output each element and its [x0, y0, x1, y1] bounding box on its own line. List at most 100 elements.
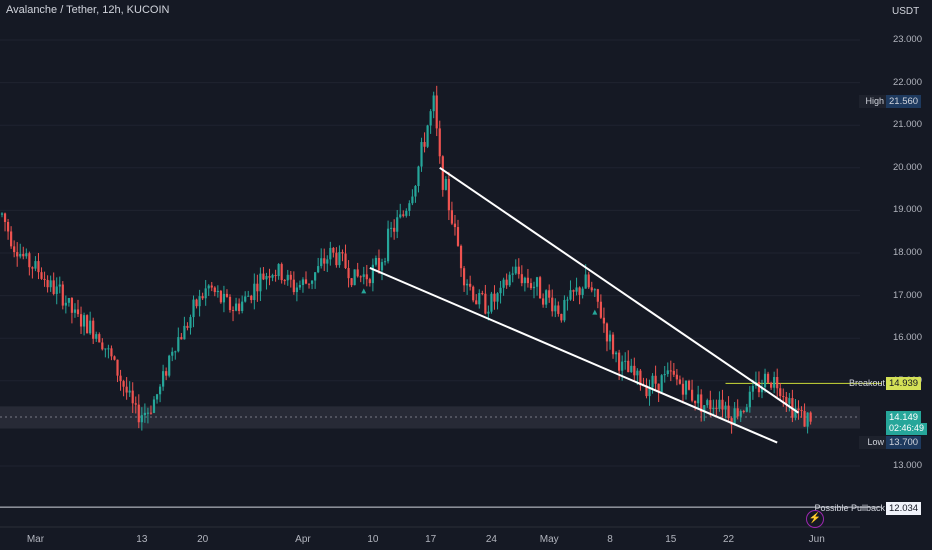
- candle-body: [365, 274, 368, 280]
- candle-body: [715, 407, 718, 409]
- candle-body: [426, 125, 429, 147]
- candle-body: [584, 274, 587, 289]
- candle-body: [286, 274, 289, 281]
- candle-body: [183, 325, 186, 340]
- pullback-label: Possible Pullback: [814, 503, 885, 513]
- candle-body: [231, 310, 235, 312]
- candle-body: [192, 299, 195, 318]
- candle-body: [429, 111, 432, 126]
- pullback-value: 12.034: [886, 502, 922, 515]
- candle-body: [186, 325, 189, 328]
- candle-body: [797, 408, 800, 410]
- candle-body: [411, 196, 414, 204]
- candle-body: [256, 283, 259, 292]
- candle-body: [773, 377, 776, 388]
- candle-body: [563, 300, 566, 321]
- candle-body: [803, 411, 806, 427]
- candle-body: [353, 269, 356, 286]
- candle-body: [785, 396, 788, 404]
- candle-body: [307, 283, 311, 285]
- candle-body: [435, 95, 438, 129]
- candle-body: [234, 303, 238, 311]
- candle-body: [508, 274, 511, 286]
- candle-body: [368, 279, 371, 284]
- candle-body: [383, 261, 387, 263]
- candle-body: [776, 377, 779, 389]
- candle-body: [724, 405, 727, 410]
- candle-body: [58, 284, 61, 287]
- candle-body: [155, 394, 159, 400]
- candle-body: [310, 280, 314, 284]
- candle-body: [569, 290, 572, 300]
- candle-body: [250, 295, 253, 301]
- candle-body: [64, 302, 67, 306]
- candle-body: [174, 351, 177, 353]
- candle-body: [277, 264, 280, 277]
- candle-body: [162, 371, 165, 387]
- candle-body: [289, 274, 292, 280]
- candle-body: [684, 380, 688, 395]
- candle-body: [116, 359, 119, 376]
- candle-body: [441, 156, 444, 190]
- price-tick-label: 13.000: [892, 460, 922, 471]
- currency-label: USDT: [892, 6, 920, 17]
- candle-body: [694, 400, 697, 404]
- candle-body: [165, 371, 168, 376]
- candle-body: [438, 128, 441, 157]
- candle-body: [110, 348, 113, 357]
- candle-body: [304, 279, 308, 284]
- candle-body: [654, 375, 657, 384]
- candle-body: [89, 320, 92, 334]
- candle-body: [630, 365, 633, 373]
- candle-body: [171, 351, 174, 356]
- candle-body: [98, 334, 101, 343]
- candle-body: [514, 266, 517, 274]
- candle-body: [10, 231, 13, 247]
- candle-body: [535, 277, 539, 287]
- time-tick-label: May: [539, 534, 559, 545]
- candle-body: [733, 408, 736, 425]
- trendline-lower[interactable]: [369, 266, 778, 444]
- candle-body: [371, 264, 374, 284]
- candle-body: [228, 296, 232, 311]
- high-value: 21.560: [886, 95, 922, 108]
- candle-body: [6, 221, 10, 232]
- candle-body: [809, 412, 812, 422]
- last-price-value: 14.149: [886, 411, 922, 423]
- candle-body: [660, 375, 663, 393]
- candle-body: [43, 278, 46, 280]
- price-tick-label: 16.000: [892, 332, 922, 344]
- candle-body: [22, 253, 25, 257]
- candle-body: [511, 273, 514, 275]
- candle-body: [718, 399, 721, 409]
- candle-body: [578, 287, 581, 295]
- trendline-upper[interactable]: [439, 166, 800, 414]
- candle-body: [189, 317, 192, 328]
- candle-body: [745, 407, 748, 412]
- candle-body: [669, 370, 672, 372]
- candle-body: [481, 293, 484, 295]
- candle-body: [362, 274, 365, 277]
- candle-body: [262, 273, 265, 280]
- candle-body: [204, 288, 207, 299]
- candle-body: [517, 266, 520, 275]
- candle-body: [125, 386, 128, 393]
- candle-body: [532, 286, 536, 289]
- candle-body: [611, 334, 615, 355]
- candle-body: [447, 178, 450, 211]
- flash-icon[interactable]: ⚡: [806, 510, 824, 528]
- candle-body: [82, 315, 86, 327]
- candle-body: [374, 257, 378, 265]
- time-tick-label: 15: [665, 534, 677, 545]
- candle-body: [34, 261, 37, 269]
- candle-body: [359, 276, 362, 278]
- candle-body: [766, 373, 770, 383]
- candle-body: [13, 246, 16, 253]
- candle-body: [478, 293, 481, 305]
- candle-body: [332, 247, 335, 253]
- candle-body: [599, 301, 602, 318]
- candle-body: [70, 298, 74, 313]
- candle-body: [168, 355, 171, 376]
- candle-body: [399, 214, 402, 218]
